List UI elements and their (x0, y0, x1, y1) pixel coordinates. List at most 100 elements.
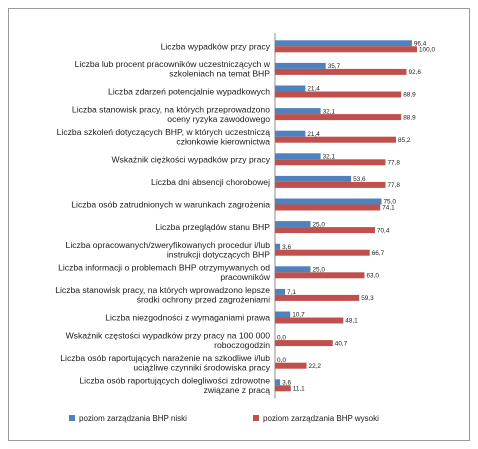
category-label-line: Liczba stanowisk pracy, na których przep… (72, 104, 270, 114)
bar-niski (275, 40, 412, 47)
category-labels: Liczba wypadków przy pracy Liczba lub pro… (55, 41, 271, 395)
bar-niski (275, 62, 326, 69)
legend-label: poziom zarządzania BHP wysoki (263, 414, 379, 423)
bar-niski (275, 243, 281, 250)
bars (275, 40, 417, 392)
category-label-line: pracowników (220, 272, 270, 282)
category-label: Liczba przeglądów stanu BHP (155, 222, 270, 232)
category-label: Wskaźnik częstości wypadków przy pracy n… (66, 330, 271, 350)
legend-label: poziom zarządzania BHP niski (79, 414, 187, 423)
bar-niski (275, 108, 321, 115)
bar-niski (275, 175, 352, 182)
category-label-line: Liczba przeglądów stanu BHP (155, 222, 270, 232)
category-label: Liczba szkoleń dotyczących BHP, w któryc… (57, 127, 271, 147)
legend: poziom zarządzania BHP niski poziom zarzą… (69, 414, 379, 423)
category-label-line: Liczba informacji o problemach BHP otrzy… (58, 263, 270, 273)
bar-value-label: 25,0 (313, 267, 326, 274)
legend-swatch (69, 415, 75, 421)
bar-wysoki (275, 317, 344, 324)
category-label-line: Wskaźnik częstości wypadków przy pracy n… (66, 330, 271, 340)
category-label-line: Liczba niezgodności z wymaganiami prawa (105, 313, 270, 323)
bar-niski (275, 85, 306, 92)
category-label: Liczba wypadków przy pracy (161, 41, 271, 51)
bar-value-label: 75,0 (384, 199, 397, 206)
category-label-line: Wskaźnik ciężkości wypadków przy pracy (111, 154, 270, 164)
bar-value-label: 25,0 (313, 221, 326, 228)
bar-wysoki (275, 340, 333, 347)
category-label: Liczba opracowanych/zweryfikowanych proc… (66, 240, 271, 260)
category-label-line: Liczba wypadków przy pracy (161, 41, 271, 51)
bar-value-label: 92,6 (408, 69, 421, 76)
bar-wysoki (275, 362, 307, 369)
category-label-line: Liczba lub procent pracowników uczestnic… (75, 59, 271, 69)
bar-wysoki (275, 91, 402, 98)
category-label: Liczba osób zatrudnionych w warunkach za… (71, 200, 270, 210)
bar-value-label: 21,4 (307, 86, 320, 93)
bar-niski (275, 266, 311, 273)
category-label-line: Liczba opracowanych/zweryfikowanych proc… (66, 240, 271, 250)
bar-wysoki (275, 181, 386, 188)
bar-niski (275, 221, 311, 228)
category-label-line: środki ochrony przed zagrożeniami (137, 295, 270, 305)
bar-niski (275, 130, 306, 137)
bar-niski (275, 153, 321, 160)
bar-niski (275, 379, 281, 386)
bar-value-label: 35,7 (328, 63, 341, 70)
bar-value-label: 63,0 (366, 273, 379, 280)
bar-value-label: 53,6 (353, 176, 366, 183)
bar-value-label: 77,8 (387, 182, 400, 189)
category-label: Liczba zdarzeń potencjalnie wypadkowych (108, 87, 270, 97)
category-label: Liczba dni absencji chorobowej (151, 177, 270, 187)
category-label: Liczba lub procent pracowników uczestnic… (75, 59, 271, 79)
category-label-line: Liczba osób raportujących narażenie na s… (60, 353, 270, 363)
bar-value-label: 32,1 (323, 108, 336, 115)
bar-wysoki (275, 114, 402, 121)
bar-value-label: 96,4 (414, 41, 427, 48)
bar-wysoki (275, 136, 396, 143)
bar-wysoki (275, 272, 365, 279)
bar-value-label: 66,7 (372, 250, 385, 257)
category-label-line: Liczba stanowisk pracy, na których wprow… (55, 285, 270, 295)
bar-wysoki (275, 204, 381, 211)
bar-value-label: 85,2 (398, 137, 411, 144)
bar-wysoki (275, 249, 370, 256)
category-label-line: uciążliwe czynniki środowiska pracy (133, 363, 270, 373)
bar-niski (275, 198, 382, 205)
bar-wysoki (275, 385, 291, 392)
bar-value-label: 3,6 (282, 244, 291, 251)
bar-value-label: 48,1 (345, 318, 358, 325)
bar-wysoki (275, 46, 417, 53)
bar-value-label: 59,3 (361, 295, 374, 302)
chart-frame: Liczba wypadków przy pracy Liczba lub pro… (8, 8, 470, 441)
category-label-line: Liczba dni absencji chorobowej (151, 177, 270, 187)
bar-value-label: 11,1 (293, 386, 305, 393)
bar-value-label: 40,7 (335, 340, 348, 347)
bar-wysoki (275, 159, 386, 166)
bar-value-label: 0,0 (277, 334, 286, 341)
category-label-line: Liczba osób zatrudnionych w warunkach za… (71, 200, 270, 210)
category-label-line: Liczba osób raportujących dolegliwości z… (79, 376, 270, 386)
bar-value-label: 77,8 (387, 160, 400, 167)
category-label: Liczba osób raportujących narażenie na s… (60, 353, 270, 373)
bar-value-label: 3,6 (282, 380, 291, 387)
category-label: Liczba osób raportujących dolegliwości z… (79, 376, 270, 396)
category-label-line: związane z pracą (204, 385, 271, 395)
bar-value-label: 7,1 (287, 289, 296, 296)
bar-value-label: 10,7 (292, 312, 305, 319)
bar-value-label: 74,1 (382, 205, 395, 212)
category-label: Liczba informacji o problemach BHP otrzy… (58, 263, 271, 283)
bar-value-label: 0,0 (277, 357, 286, 364)
bar-niski (275, 311, 291, 318)
bar-value-label: 88,9 (403, 92, 416, 99)
category-label-line: instrukcji dotyczących BHP (167, 250, 270, 260)
bar-value-label: 70,4 (377, 227, 390, 234)
bar-value-label: 22,2 (309, 363, 322, 370)
bar-wysoki (275, 227, 375, 234)
bar-wysoki (275, 294, 360, 301)
bar-value-label: 21,4 (307, 131, 320, 138)
category-label: Wskaźnik ciężkości wypadków przy pracy (111, 154, 270, 164)
category-label-line: oceny ryzyka zawodowego (167, 114, 270, 124)
category-label-line: roboczogodzin (214, 340, 270, 350)
bar-value-label: 100,0 (419, 47, 435, 54)
